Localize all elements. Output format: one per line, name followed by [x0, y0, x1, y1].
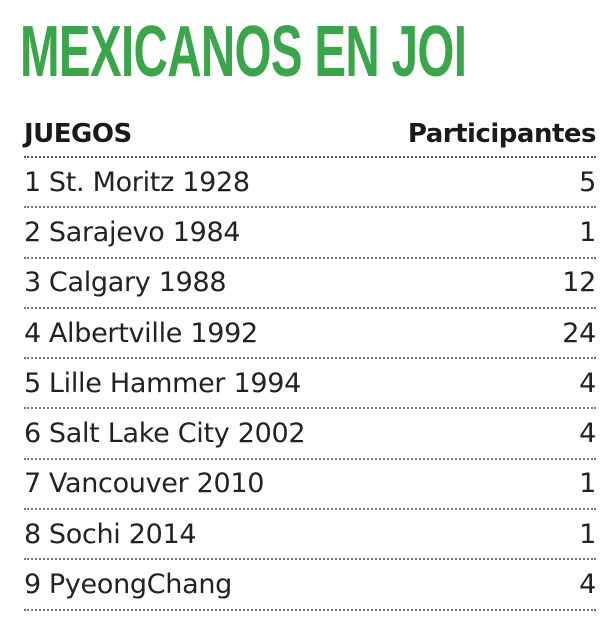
row-number: 9: [24, 569, 41, 601]
game-cell: 8 Sochi 2014: [24, 518, 197, 550]
table-row: 6 Salt Lake City 2002 4: [24, 409, 596, 460]
participants-cell: 12: [562, 267, 596, 299]
table-row: 8 Sochi 2014 1: [24, 510, 596, 561]
table-row: 7 Vancouver 2010 1: [24, 460, 596, 511]
table-row: 3 Calgary 1988 12: [24, 259, 596, 309]
game-name: Salt Lake City 2002: [48, 418, 306, 450]
table-row: 2 Sarajevo 1984 1: [24, 208, 596, 259]
game-name: Calgary 1988: [48, 267, 227, 299]
game-name: Albertville 1992: [48, 317, 258, 349]
game-name: Sochi 2014: [48, 518, 197, 550]
participants-cell: 1: [579, 216, 596, 248]
game-cell: 3 Calgary 1988: [24, 267, 227, 299]
participants-cell: 24: [562, 317, 596, 349]
chart-title: MEXICANOS EN JOI: [20, 14, 613, 90]
column-header-participants: Participantes: [407, 119, 597, 149]
table-row: 9 PyeongChang 4: [24, 560, 596, 611]
participants-cell: 4: [579, 569, 596, 601]
table-body: 1 St. Moritz 1928 5 2 Sarajevo 1984 1 3 Calgary…: [24, 158, 596, 611]
game-name: Lille Hammer 1994: [48, 367, 301, 399]
game-name: PyeongChang: [48, 569, 232, 601]
row-number: 2: [24, 216, 41, 248]
row-number: 5: [24, 367, 41, 399]
game-cell: 7 Vancouver 2010: [24, 468, 264, 499]
participants-cell: 1: [579, 468, 596, 500]
row-number: 8: [24, 518, 41, 550]
row-number: 3: [24, 267, 41, 299]
game-cell: 6 Salt Lake City 2002: [24, 418, 306, 450]
row-number: 7: [24, 468, 41, 500]
row-number: 6: [24, 418, 41, 450]
participants-cell: 5: [579, 166, 596, 198]
table-row: 1 St. Moritz 1928 5: [24, 158, 596, 209]
game-cell: 5 Lille Hammer 1994: [24, 368, 301, 399]
participants-cell: 1: [579, 518, 596, 550]
participants-table: JUEGOS Participantes 1 St. Moritz 1928 5 2 S…: [24, 112, 597, 611]
title-text: MEXICANOS EN JOI: [20, 12, 467, 92]
participants-cell: 4: [579, 418, 596, 450]
game-name: Vancouver 2010: [48, 468, 265, 500]
table-row: 5 Lille Hammer 1994 4: [24, 359, 596, 410]
game-cell: 1 St. Moritz 1928: [24, 167, 250, 198]
table-header: JUEGOS Participantes: [24, 112, 597, 158]
participants-cell: 4: [579, 367, 596, 399]
column-header-games: JUEGOS: [24, 119, 132, 149]
row-number: 4: [24, 317, 41, 349]
row-number: 1: [24, 166, 41, 198]
game-name: Sarajevo 1984: [48, 216, 241, 248]
game-cell: 2 Sarajevo 1984: [24, 216, 241, 248]
game-cell: 9 PyeongChang: [24, 569, 232, 600]
table-row: 4 Albertville 1992 24: [24, 309, 596, 360]
game-name: St. Moritz 1928: [48, 166, 250, 198]
game-cell: 4 Albertville 1992: [24, 318, 258, 349]
